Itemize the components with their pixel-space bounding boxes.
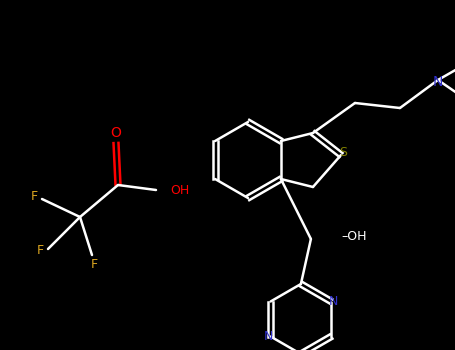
Text: –OH: –OH xyxy=(341,230,366,243)
Text: S: S xyxy=(339,146,347,159)
Text: N: N xyxy=(433,75,443,89)
Text: F: F xyxy=(91,259,97,272)
Text: O: O xyxy=(111,126,121,140)
Text: N: N xyxy=(264,330,273,343)
Text: F: F xyxy=(36,245,44,258)
Text: N: N xyxy=(329,295,338,308)
Text: OH: OH xyxy=(170,183,189,196)
Text: F: F xyxy=(30,190,38,203)
